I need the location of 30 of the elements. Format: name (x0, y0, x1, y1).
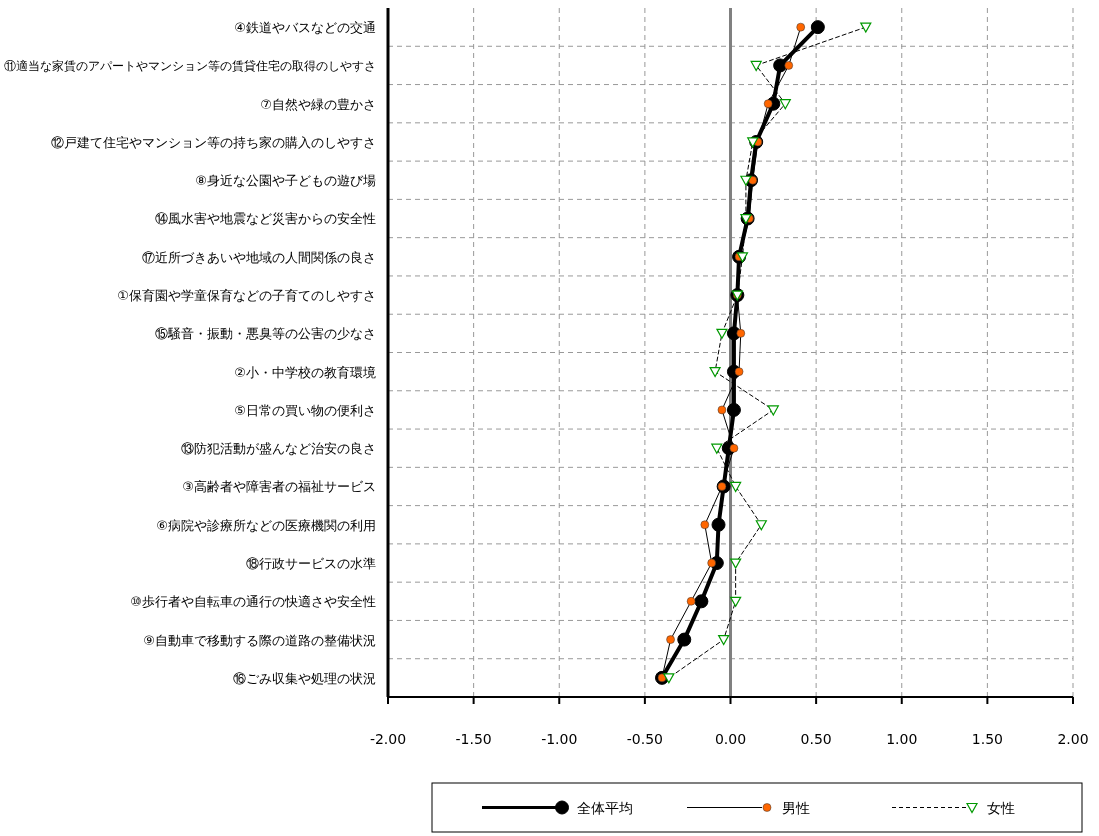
y-tick-label: ⑧身近な公園や子どもの遊び場 (195, 173, 376, 189)
legend-label: 全体平均 (577, 799, 633, 816)
legend-label: 女性 (987, 799, 1015, 816)
y-tick-label: ⑪適当な家賃のアパートやマンション等の賃貸住宅の取得のしやすさ (4, 58, 376, 73)
y-tick-label: ⑨自動車で移動する際の道路の整備状況 (143, 632, 376, 648)
x-tick-label: 1.50 (971, 731, 1003, 747)
x-tick-label: 0.00 (714, 731, 747, 747)
x-tick-label: -1.50 (455, 731, 492, 747)
y-tick-label: ⑮騒音・振動・悪臭等の公害の少なさ (155, 326, 376, 342)
x-tick-label: 2.00 (1057, 731, 1089, 747)
x-tick-label: -0.50 (626, 731, 663, 747)
y-tick-label: ④鉄道やバスなどの交通 (234, 20, 376, 36)
y-tick-label: ③高齢者や障害者の福祉サービス (182, 479, 376, 495)
y-tick-label: ⑩歩行者や自転車の通行の快適さや安全性 (130, 594, 376, 610)
y-tick-label: ⑦自然や緑の豊かさ (260, 96, 376, 112)
x-tick-label: -1.00 (541, 731, 578, 747)
y-tick-label: ⑰近所づきあいや地域の人間関係の良さ (142, 249, 376, 265)
x-tick-label: 1.00 (886, 731, 918, 747)
x-tick-label: -2.00 (369, 731, 407, 747)
y-tick-label: ②小・中学校の教育環境 (234, 364, 376, 380)
x-tick-label: 0.50 (800, 731, 832, 747)
legend-label: 男性 (782, 799, 810, 816)
y-tick-label: ⑥病院や診療所などの医療機関の利用 (156, 517, 376, 533)
y-tick-label: ⑤日常の買い物の便利さ (234, 402, 376, 418)
y-tick-label: ⑬防犯活動が盛んなど治安の良さ (181, 441, 376, 457)
y-tick-label: ⑭風水害や地震など災害からの安全性 (155, 211, 376, 227)
y-tick-label: ①保育園や学童保育などの子育てのしやすさ (117, 288, 376, 304)
y-tick-label: ⑫戸建て住宅やマンション等の持ち家の購入のしやすさ (51, 134, 376, 150)
y-tick-label: ⑯ごみ収集や処理の状況 (233, 670, 376, 686)
y-tick-label: ⑱行政サービスの水準 (246, 555, 376, 571)
